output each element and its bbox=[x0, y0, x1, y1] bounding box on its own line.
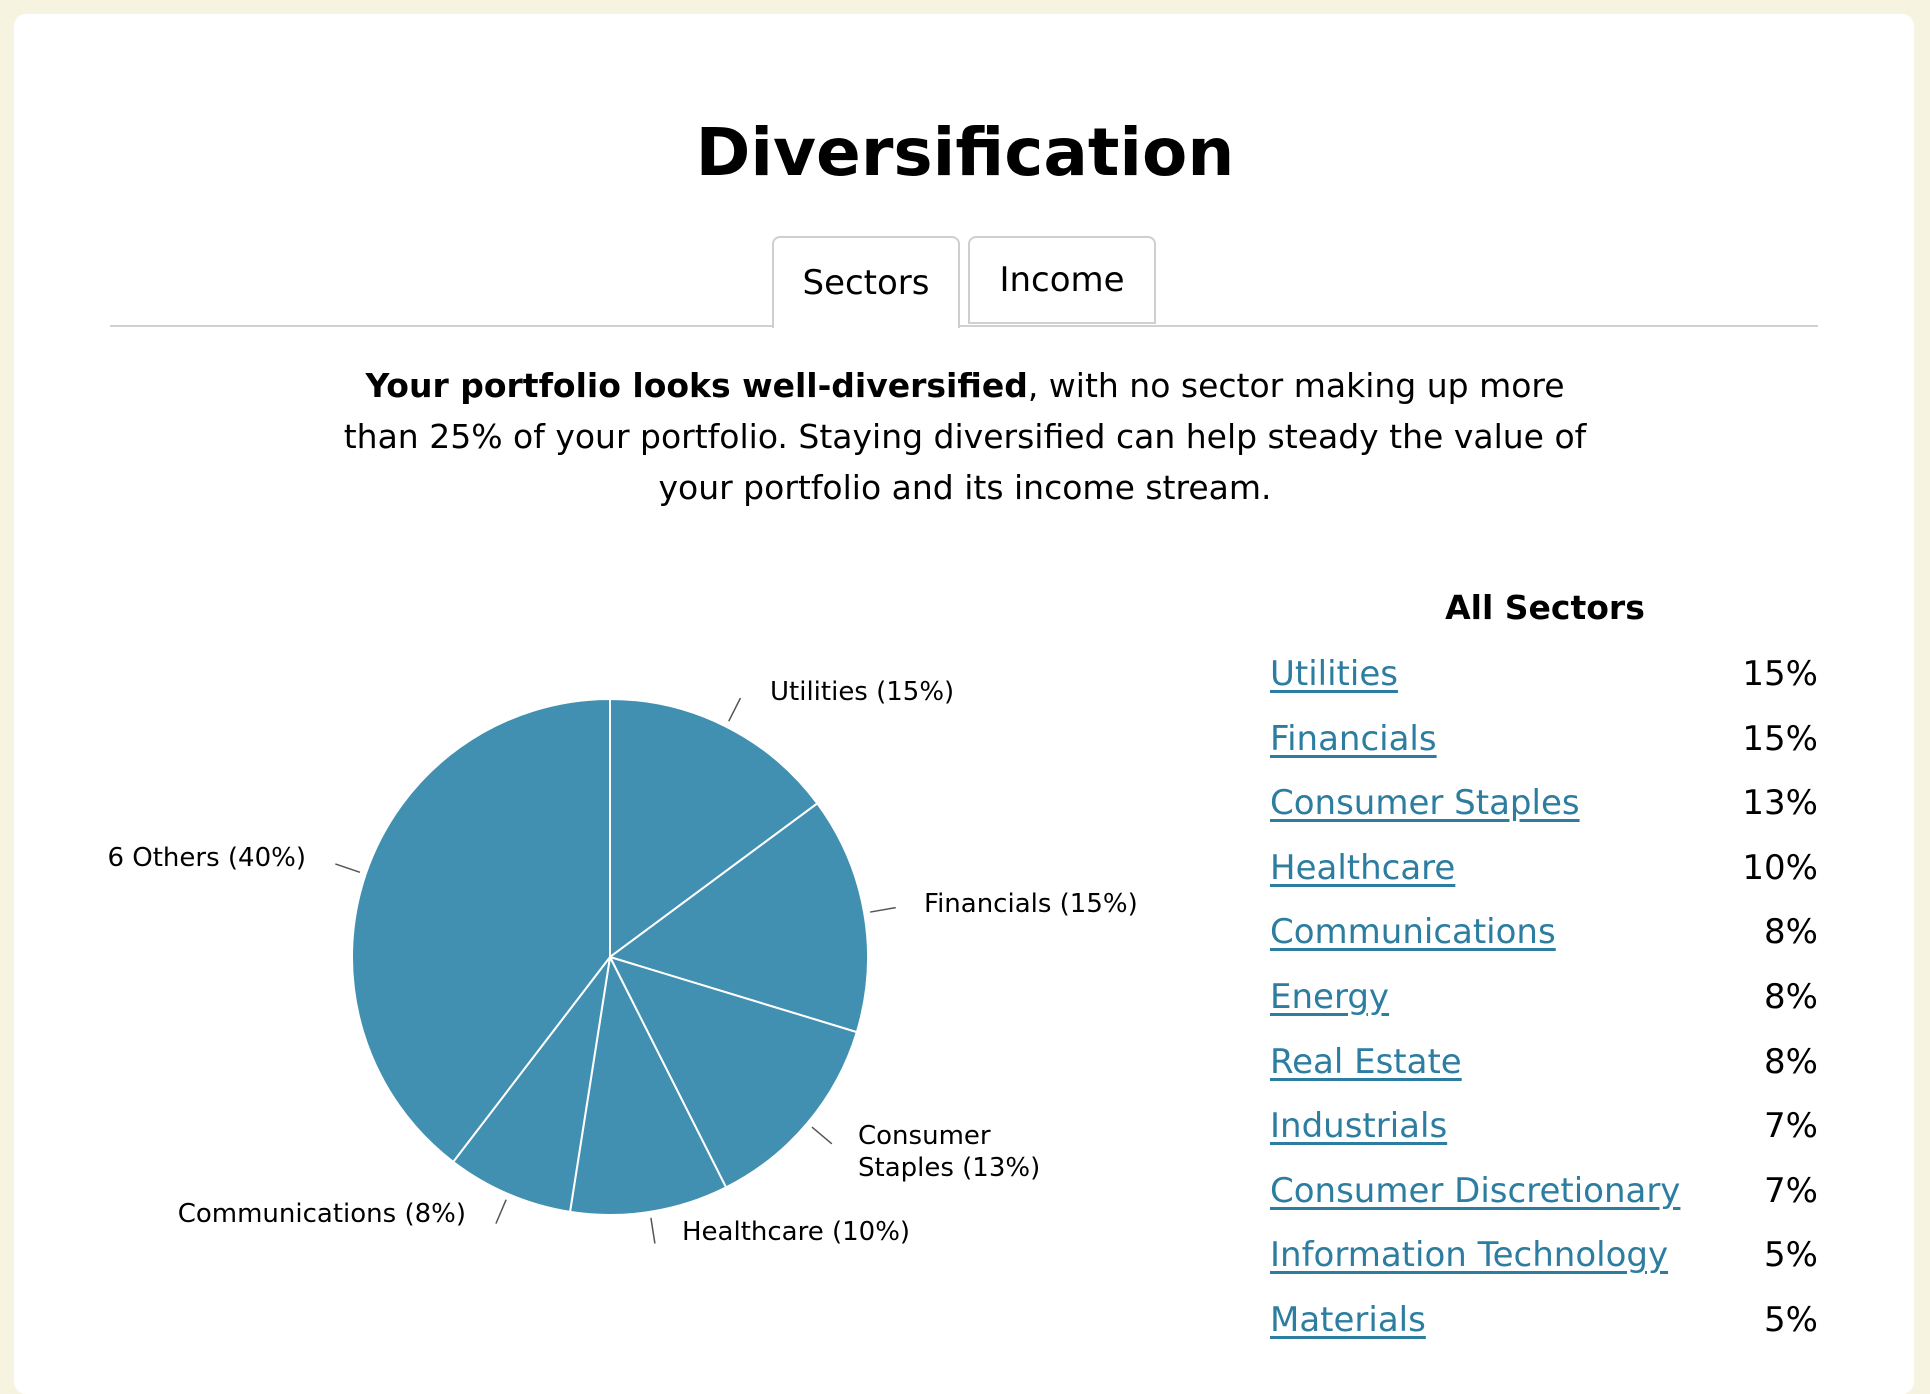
sector-percent: 5% bbox=[1764, 1235, 1818, 1276]
slice-label: Healthcare (10%) bbox=[682, 1217, 910, 1247]
sector-link[interactable]: Communications bbox=[1270, 912, 1556, 953]
sector-link[interactable]: Energy bbox=[1270, 976, 1390, 1017]
sector-percent: 15% bbox=[1742, 718, 1818, 759]
sector-row: Financials 15% bbox=[1270, 713, 1818, 778]
pie-chart-svg: Utilities (15%) Financials (15%) Consumer S… bbox=[107, 677, 1138, 1247]
pie-slice bbox=[568, 953, 728, 1217]
page-title: Diversification bbox=[695, 114, 1235, 191]
slice-label: Consumer Staples (13%) bbox=[858, 1121, 1040, 1183]
sector-link[interactable]: Healthcare bbox=[1270, 847, 1456, 888]
slice-label: Communications (8%) bbox=[178, 1199, 466, 1229]
sector-row: Real Estate 8% bbox=[1270, 1036, 1818, 1101]
sector-row: Consumer Staples 13% bbox=[1270, 777, 1818, 842]
sector-list: Utilities 15% Financials 15% Consumer Staple… bbox=[1270, 648, 1818, 1359]
leader-line bbox=[495, 1199, 507, 1224]
sector-row: Communications 8% bbox=[1270, 906, 1818, 971]
leader-line bbox=[870, 906, 896, 913]
sector-percent: 8% bbox=[1764, 976, 1818, 1017]
summary-text: Your portfolio looks well-diversified, w… bbox=[340, 360, 1590, 513]
summary-bold: Your portfolio looks well-diversified bbox=[365, 366, 1028, 405]
sector-percent: 8% bbox=[1764, 1041, 1818, 1082]
pie-slice bbox=[451, 956, 611, 1214]
tab-sectors[interactable]: Sectors bbox=[772, 236, 960, 328]
sector-link[interactable]: Financials bbox=[1270, 718, 1437, 759]
sector-row: Utilities 15% bbox=[1270, 648, 1818, 713]
leader-line bbox=[811, 1126, 833, 1145]
tab-divider bbox=[110, 325, 1818, 327]
sector-percent: 5% bbox=[1764, 1299, 1818, 1340]
sector-row: Materials 5% bbox=[1270, 1294, 1818, 1359]
leader-line bbox=[728, 697, 742, 722]
sector-link[interactable]: Industrials bbox=[1270, 1106, 1448, 1147]
sector-row: Information Technology 5% bbox=[1270, 1229, 1818, 1294]
sector-percent: 10% bbox=[1742, 847, 1818, 888]
slice-label: Financials (15%) bbox=[924, 889, 1138, 919]
sector-percent: 8% bbox=[1764, 912, 1818, 953]
sector-link[interactable]: Utilities bbox=[1270, 654, 1398, 694]
summary-rest: , with no sector making up more than 25%… bbox=[343, 366, 1587, 507]
sector-percent: 7% bbox=[1764, 1106, 1818, 1147]
sector-link[interactable]: Real Estate bbox=[1270, 1041, 1462, 1082]
pie-chart: Utilities (15%) Financials (15%) Consumer S… bbox=[107, 677, 1138, 1247]
sector-row: Healthcare 10% bbox=[1270, 842, 1818, 907]
sector-row: Industrials 7% bbox=[1270, 1100, 1818, 1165]
leader-line bbox=[650, 1217, 656, 1244]
slice-label: 6 Others (40%) bbox=[107, 843, 306, 873]
sector-percent: 7% bbox=[1764, 1170, 1818, 1211]
sector-link[interactable]: Consumer Discretionary bbox=[1270, 1170, 1681, 1211]
all-sectors-title: All Sectors bbox=[1445, 588, 1645, 627]
sector-percent: 13% bbox=[1742, 783, 1818, 824]
sector-link[interactable]: Materials bbox=[1270, 1299, 1426, 1340]
pie-slice bbox=[351, 697, 611, 1164]
tab-income[interactable]: Income bbox=[968, 236, 1156, 324]
sector-link[interactable]: Consumer Staples bbox=[1270, 783, 1580, 824]
leader-line bbox=[335, 863, 361, 874]
tab-bar: Sectors Income bbox=[110, 236, 1818, 328]
content-card bbox=[14, 14, 1914, 1394]
sector-link[interactable]: Information Technology bbox=[1270, 1235, 1669, 1276]
pie-slice bbox=[608, 955, 859, 1189]
pie-slice bbox=[607, 802, 869, 1034]
sector-percent: 15% bbox=[1742, 654, 1818, 694]
pie-slice bbox=[609, 697, 819, 959]
sector-row: Energy 8% bbox=[1270, 971, 1818, 1036]
slice-label: Utilities (15%) bbox=[770, 677, 954, 707]
sector-row: Consumer Discretionary 7% bbox=[1270, 1165, 1818, 1230]
